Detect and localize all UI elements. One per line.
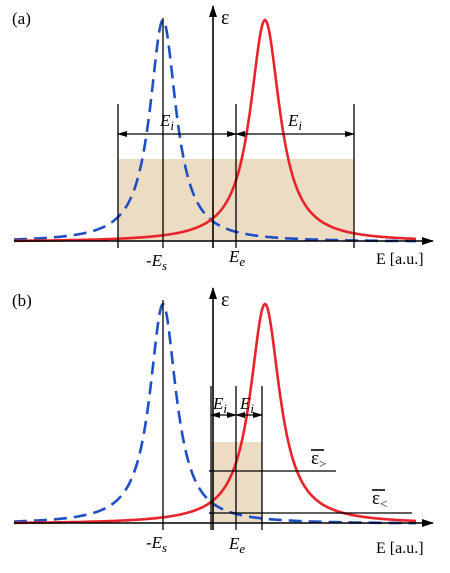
panel-b-marker-ee: Ee (228, 534, 245, 556)
panel-b-marker-minus-es: -Es (146, 533, 167, 555)
panel-b-label: (b) (12, 291, 32, 310)
panel-a-axis-symbol: ε (221, 7, 229, 29)
panel-b-lower-level-label: ε< (372, 488, 387, 511)
panel-a-interval-right-label: Ei (287, 111, 302, 133)
panel-a-interval-left-label: Ei (159, 111, 174, 133)
panel-a: (a) ε Ei Ei -Es Ee E [a.u.] (12, 5, 434, 273)
panel-b-interval-left-label: Ei (212, 394, 227, 416)
panel-b-axis-caption: E [a.u.] (376, 540, 424, 557)
panel-b-interval-right-label: Ei (239, 394, 254, 416)
panel-b-red-curve (14, 302, 416, 525)
panel-b: (b) ε Ei Ei ε> (12, 287, 434, 557)
panel-a-label: (a) (12, 9, 31, 28)
panel-a-marker-minus-es: -Es (146, 251, 167, 273)
panel-b-upper-level-label: ε> (311, 448, 326, 471)
panel-a-marker-ee: Ee (228, 247, 245, 269)
panel-b-axis-symbol: ε (221, 289, 229, 311)
panel-a-red-curve (14, 18, 417, 243)
panel-a-axis-caption: E [a.u.] (376, 251, 424, 268)
